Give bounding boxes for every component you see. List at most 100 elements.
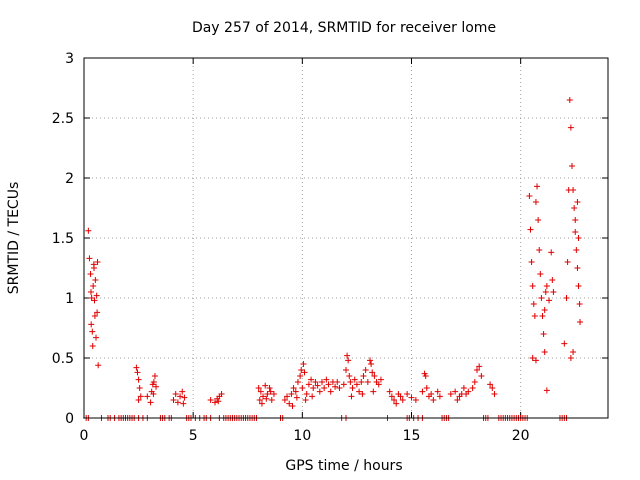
- data-point: [397, 393, 404, 400]
- data-point: [452, 388, 459, 395]
- data-point: [573, 247, 580, 253]
- data-point: [300, 361, 307, 367]
- data-point: [548, 249, 555, 256]
- y-axis-ticks: 0 0.5 1 1.5 2 2.5 3: [52, 51, 608, 427]
- data-point: [541, 307, 548, 313]
- data-point: [91, 313, 98, 319]
- data-point: [179, 388, 186, 395]
- data-point: [309, 393, 316, 400]
- data-point: [542, 289, 549, 295]
- data-point: [308, 376, 315, 383]
- data-point: [218, 391, 225, 397]
- data-point: [87, 289, 94, 295]
- data-point: [391, 397, 398, 403]
- data-point: [310, 385, 317, 391]
- y-tick-label: 1: [65, 291, 74, 307]
- data-point: [340, 381, 347, 388]
- data-point: [94, 309, 101, 316]
- data-point: [323, 376, 330, 383]
- x-tick-label: 15: [403, 428, 421, 444]
- plot-frame: [83, 57, 609, 419]
- data-point: [303, 391, 310, 397]
- data-point: [428, 391, 435, 397]
- data-point: [170, 397, 177, 403]
- data-point: [528, 259, 535, 265]
- data-point: [305, 381, 312, 388]
- data-point: [85, 227, 92, 234]
- data-point: [362, 367, 369, 373]
- data-point: [284, 393, 291, 400]
- data-point: [377, 376, 384, 383]
- data-point: [532, 357, 539, 364]
- data-point: [574, 199, 581, 205]
- data-point: [93, 292, 100, 299]
- data-point: [86, 255, 93, 262]
- data-point: [487, 381, 494, 388]
- data-point: [297, 373, 304, 379]
- x-axis-ticks: 0 5 10 15 20: [80, 58, 530, 444]
- data-point: [549, 277, 556, 283]
- data-point: [302, 397, 309, 403]
- data-point: [144, 393, 151, 400]
- data-point: [471, 379, 478, 385]
- data-point: [566, 97, 573, 103]
- data-point: [353, 381, 360, 388]
- data-point: [289, 403, 296, 409]
- data-point: [408, 394, 415, 401]
- data-point: [293, 394, 300, 401]
- data-point: [136, 385, 143, 391]
- data-point: [550, 289, 557, 295]
- y-axis-title: SRMTID / TECUs: [6, 182, 22, 295]
- data-point: [538, 295, 545, 301]
- data-point: [292, 388, 299, 395]
- data-point: [575, 235, 582, 241]
- data-point: [460, 385, 467, 391]
- data-point: [369, 369, 376, 376]
- data-point: [257, 388, 264, 395]
- data-point: [270, 391, 277, 397]
- data-point: [534, 183, 541, 190]
- data-point: [399, 397, 406, 403]
- data-point: [532, 199, 539, 205]
- data-point: [172, 391, 179, 397]
- data-point: [268, 397, 275, 403]
- data-point: [133, 364, 140, 371]
- data-point: [349, 385, 356, 391]
- data-point: [260, 393, 267, 400]
- data-point: [267, 388, 274, 395]
- data-point: [546, 297, 553, 304]
- data-point: [567, 124, 574, 131]
- data-point: [207, 397, 214, 403]
- data-point: [370, 388, 377, 395]
- data-points: [83, 97, 584, 421]
- data-point: [388, 393, 395, 400]
- data-point: [478, 373, 485, 379]
- data-point: [572, 217, 579, 223]
- data-point: [489, 385, 496, 391]
- data-point: [423, 385, 430, 391]
- x-tick-label: 20: [512, 428, 530, 444]
- y-tick-label: 1.5: [52, 231, 74, 247]
- data-point: [540, 331, 547, 337]
- x-tick-label: 0: [80, 428, 89, 444]
- data-point: [325, 381, 332, 388]
- data-point: [375, 381, 382, 388]
- data-point: [344, 352, 351, 359]
- data-point: [290, 385, 297, 391]
- data-point: [541, 349, 548, 355]
- data-point: [258, 400, 265, 407]
- data-point: [343, 367, 349, 373]
- data-point: [92, 277, 99, 283]
- data-point: [345, 357, 352, 364]
- data-point: [536, 247, 543, 253]
- data-point: [212, 399, 218, 406]
- data-point: [364, 379, 371, 385]
- data-point: [469, 385, 476, 391]
- data-point: [94, 259, 101, 265]
- data-point: [356, 388, 363, 395]
- chart-title: Day 257 of 2014, SRMTID for receiver lom…: [192, 20, 496, 36]
- data-point: [568, 163, 575, 169]
- data-point: [321, 385, 328, 391]
- data-point: [371, 373, 378, 379]
